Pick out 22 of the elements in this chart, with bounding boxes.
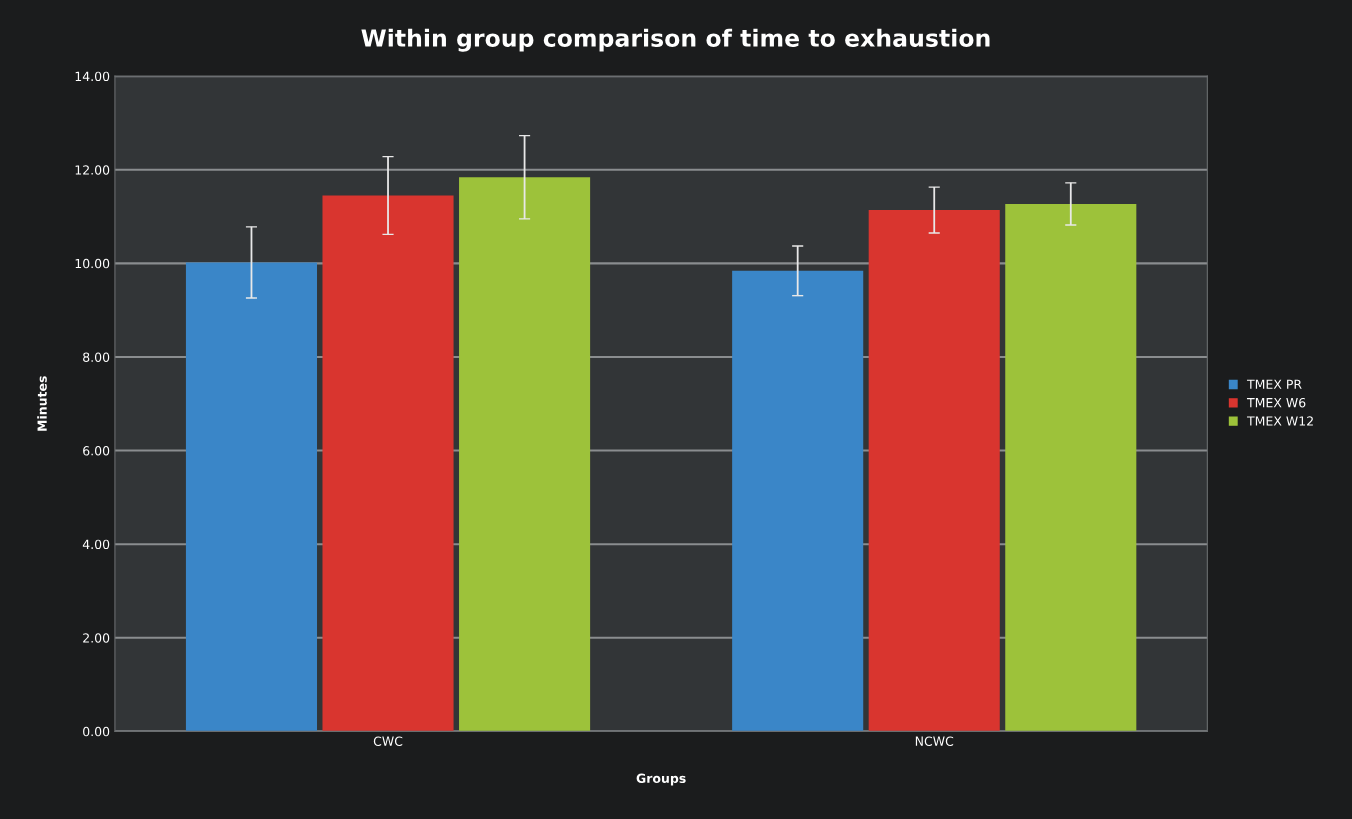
y-tick-label: 14.00 (75, 71, 110, 82)
legend-label: TMEX W12 (1246, 416, 1313, 426)
bar (868, 210, 1000, 732)
chart-title: Within group comparison of time to exhaustion (361, 28, 990, 52)
bar (1005, 203, 1137, 732)
y-tick-label: 10.00 (75, 258, 110, 269)
y-tick-label: 2.00 (83, 633, 110, 643)
bar (322, 195, 454, 732)
bar (732, 270, 864, 732)
y-tick-label: 12.00 (75, 165, 110, 175)
y-tick-label: 4.00 (82, 539, 110, 550)
y-tick-label: 6.00 (83, 446, 110, 456)
x-tick-label: NCWC (915, 736, 954, 746)
y-tick-label: 0.00 (83, 726, 110, 737)
y-tick-label: 8.00 (83, 352, 110, 362)
legend-label: TMEX W6 (1246, 397, 1306, 408)
legend-label: TMEX PR (1246, 379, 1302, 389)
x-tick-label: CWC (373, 736, 403, 746)
bar (185, 262, 318, 732)
x-axis-title: Groups (636, 773, 686, 786)
y-axis-title: Minutes (37, 376, 47, 431)
bar (459, 177, 591, 732)
